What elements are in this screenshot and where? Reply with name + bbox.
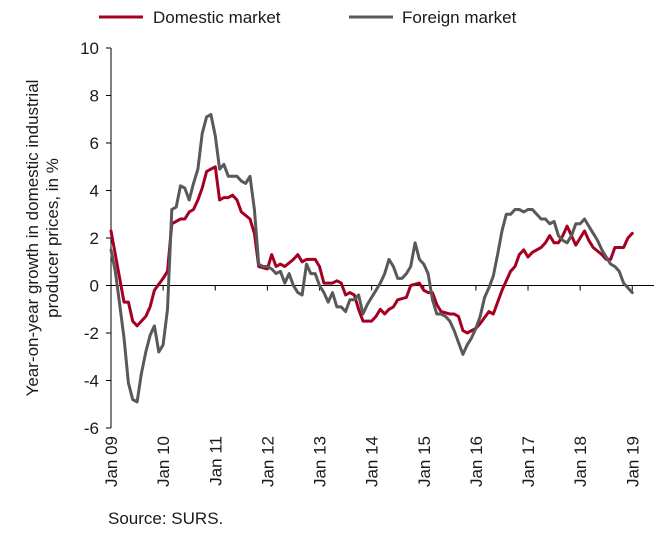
y-tick-label: 2 (90, 229, 99, 248)
legend-item-foreign-market: Foreign market (349, 8, 517, 27)
x-tick-label: Jan 19 (623, 436, 642, 487)
y-axis-title: Year-on-year growth in domestic industri… (23, 80, 62, 397)
axes: -6 -4 -2 0 2 4 6 8 10 Jan 09 Jan 10 Jan 11 Jan 12 Jan… (80, 39, 654, 487)
x-tick-label: Jan 18 (571, 436, 590, 487)
y-tick-label: 10 (80, 39, 99, 58)
series-line-domestic-market (109, 165, 634, 335)
y-tick-label: -6 (84, 419, 99, 438)
y-tick-label: -4 (84, 372, 99, 391)
y-tick-label: 8 (90, 87, 99, 106)
y-tick-label: -2 (84, 324, 99, 343)
x-tick-label: Jan 13 (311, 436, 330, 487)
legend-label: Foreign market (402, 8, 517, 27)
series-line-foreign-market (109, 113, 634, 404)
y-axis-title-line: producer prices, in % (43, 158, 62, 318)
x-tick-label: Jan 14 (363, 436, 382, 487)
x-tick-label: Jan 12 (258, 436, 277, 487)
y-tick-label: 0 (90, 277, 99, 296)
x-tick-label: Jan 10 (154, 436, 173, 487)
legend-item-domestic-market: Domestic market (99, 8, 281, 27)
x-tick-label: Jan 17 (519, 436, 538, 487)
x-tick-label: Jan 11 (206, 436, 225, 486)
y-axis-title-text: Year-on-year growth in domestic industri… (23, 80, 62, 397)
source-note: Source: SURS. (108, 509, 223, 528)
series-layer (109, 113, 634, 404)
x-tick-label: Jan 09 (102, 436, 121, 487)
legend-label: Domestic market (153, 8, 281, 27)
y-tick-label: 6 (90, 134, 99, 153)
y-tick-label: 4 (90, 182, 99, 201)
y-axis-title-line: Year-on-year growth in domestic industri… (23, 80, 42, 397)
x-tick-label: Jan 16 (467, 436, 486, 487)
legend: Domestic market Foreign market (99, 8, 517, 27)
x-tick-label: Jan 15 (415, 436, 434, 487)
